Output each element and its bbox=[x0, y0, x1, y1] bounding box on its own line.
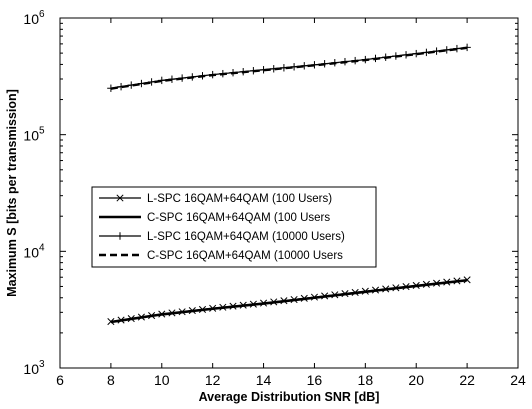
y-tick-label: 105 bbox=[23, 126, 45, 144]
x-tick-label: 16 bbox=[307, 372, 323, 388]
y-tick-label: 103 bbox=[23, 359, 45, 377]
legend: L-SPC 16QAM+64QAM (100 Users) C-SPC 16QA… bbox=[92, 187, 376, 267]
x-tick-label: 8 bbox=[107, 372, 115, 388]
legend-label-4: C-SPC 16QAM+64QAM (10000 Users bbox=[147, 250, 343, 262]
legend-label-2: C-SPC 16QAM+64QAM (100 Users bbox=[147, 212, 330, 224]
x-tick-label: 6 bbox=[56, 372, 64, 388]
legend-label-1: L-SPC 16QAM+64QAM (100 Users) bbox=[147, 193, 332, 205]
legend-label-3: L-SPC 16QAM+64QAM (10000 Users) bbox=[147, 231, 345, 243]
x-axis-label: Average Distribution SNR [dB] bbox=[199, 390, 380, 404]
y-tick-label: 106 bbox=[23, 9, 45, 27]
y-axis-label: Maximum S [bits per transmission] bbox=[5, 89, 19, 297]
x-tick-label: 24 bbox=[510, 372, 526, 388]
x-tick-label: 12 bbox=[205, 372, 221, 388]
x-tick-label: 10 bbox=[154, 372, 170, 388]
x-tick-label: 14 bbox=[256, 372, 272, 388]
y-tick-label: 104 bbox=[23, 242, 45, 260]
x-tick-label: 20 bbox=[408, 372, 424, 388]
x-tick-label: 22 bbox=[459, 372, 475, 388]
x-tick-label: 18 bbox=[358, 372, 374, 388]
